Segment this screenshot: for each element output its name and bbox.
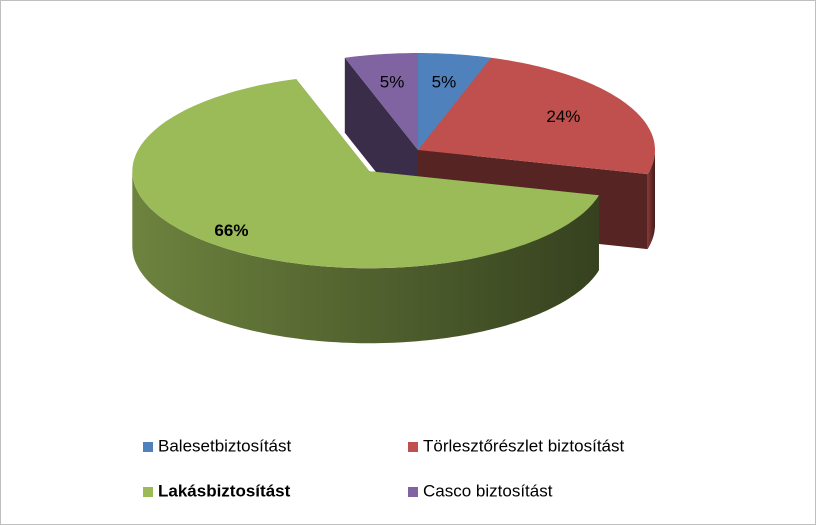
slice-wall xyxy=(647,150,655,250)
legend-swatch xyxy=(408,487,418,497)
legend-label: Casco biztosítást xyxy=(423,481,553,500)
slice xyxy=(418,57,655,175)
legend-label: Lakásbiztosítást xyxy=(158,481,291,500)
slice xyxy=(132,79,599,269)
legend-swatch xyxy=(143,442,153,452)
data-label: 5% xyxy=(432,72,457,91)
slice-wall xyxy=(132,171,599,344)
slice xyxy=(418,53,492,150)
data-label: 24% xyxy=(546,107,580,126)
data-label: 5% xyxy=(380,72,405,91)
legend-swatch xyxy=(408,442,418,452)
data-label: 66% xyxy=(214,221,248,240)
slice xyxy=(344,53,418,150)
legend-label: Törlesztőrészlet biztosítást xyxy=(423,436,625,455)
legend-label: Balesetbiztosítást xyxy=(158,436,292,455)
legend-swatch xyxy=(143,487,153,497)
